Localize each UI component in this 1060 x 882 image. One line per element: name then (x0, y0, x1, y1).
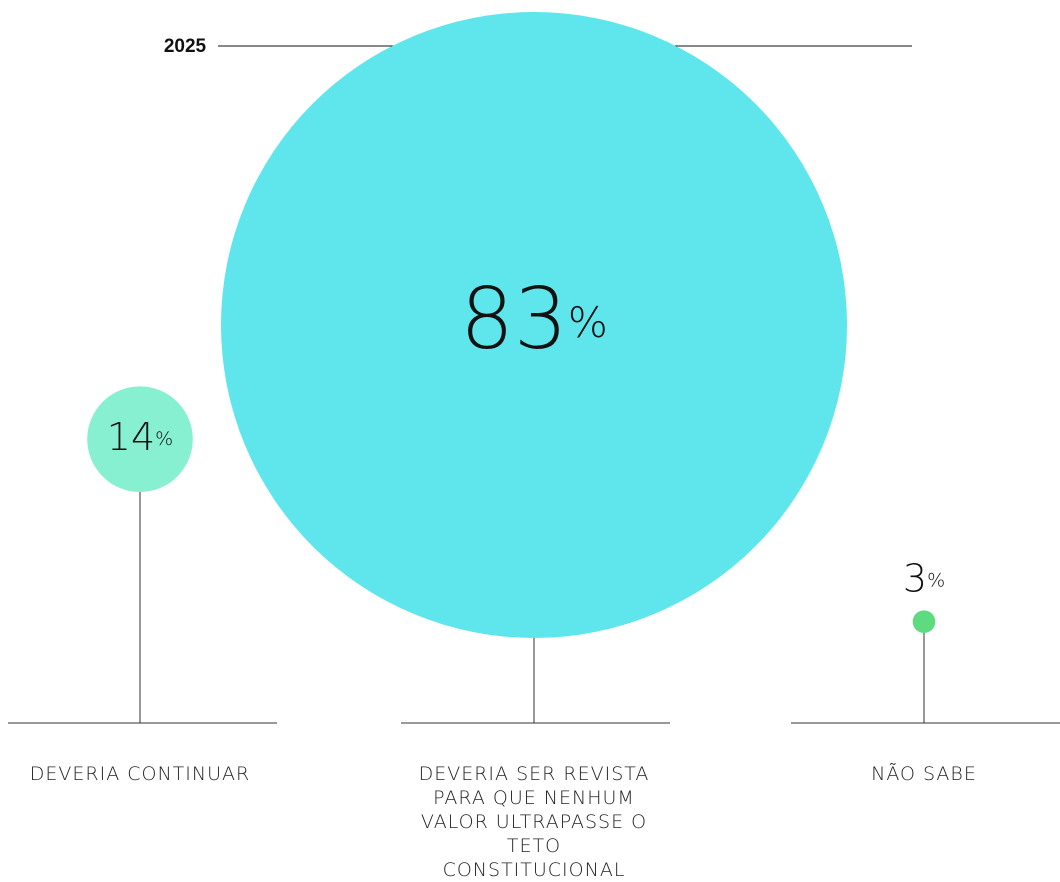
category-label: DEVERIA SER REVISTA PARA QUE NENHUM VALO… (418, 763, 650, 881)
value-label: 3% (903, 556, 945, 600)
bubble (912, 610, 936, 634)
category-label: NÃO SABE (871, 763, 977, 785)
value-label: 14% (107, 415, 173, 459)
bubble (87, 386, 193, 493)
category-label: DEVERIA CONTINUAR (29, 763, 251, 785)
value-label: 83% (460, 270, 608, 368)
chart-title: 2025 (164, 36, 207, 57)
bubble (221, 12, 847, 638)
